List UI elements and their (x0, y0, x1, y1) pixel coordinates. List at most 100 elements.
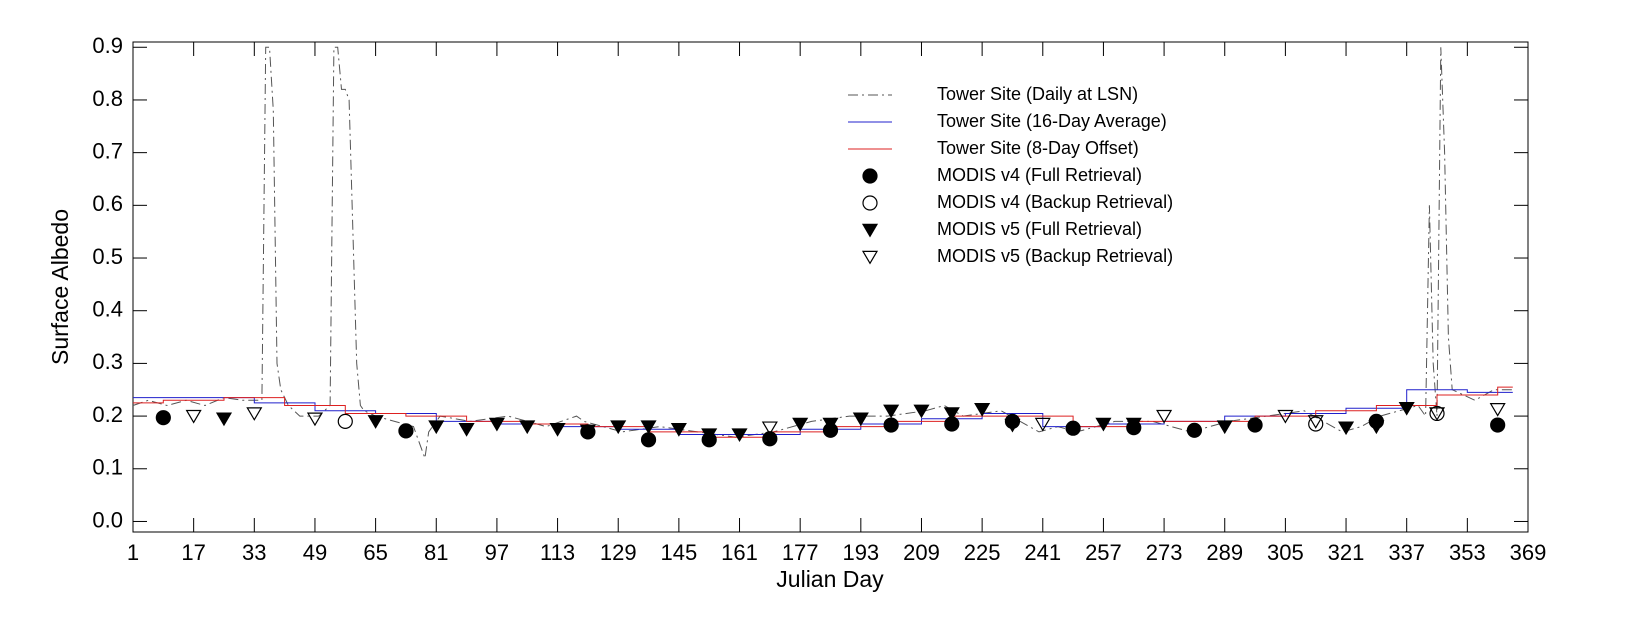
x-tick-label: 145 (661, 540, 698, 565)
legend-label: MODIS v4 (Backup Retrieval) (937, 192, 1173, 212)
x-tick-label: 129 (600, 540, 637, 565)
x-axis-label: Julian Day (776, 566, 884, 592)
marker (883, 404, 900, 419)
marker (1307, 415, 1324, 429)
y-tick-label: 0.7 (92, 138, 123, 163)
marker (640, 420, 657, 435)
x-tick-label: 353 (1449, 540, 1486, 565)
legend-label: Tower Site (Daily at LSN) (937, 84, 1138, 104)
x-tick-label: 161 (721, 540, 758, 565)
x-tick-label: 193 (842, 540, 879, 565)
x-tick-label: 369 (1510, 540, 1547, 565)
marker (428, 420, 445, 435)
y-tick-label: 0.6 (92, 191, 123, 216)
marker (610, 420, 627, 435)
legend-label: Tower Site (8-Day Offset) (937, 138, 1139, 158)
y-tick-label: 0.2 (92, 402, 123, 427)
x-tick-label: 177 (782, 540, 819, 565)
series-line (133, 386, 1513, 438)
marker (519, 420, 536, 435)
marker (701, 428, 718, 443)
x-tick-label: 289 (1206, 540, 1243, 565)
marker (670, 423, 687, 437)
x-tick-label: 113 (540, 540, 575, 565)
y-tick-label: 0.3 (92, 349, 123, 374)
marker (640, 432, 657, 448)
marker (306, 412, 324, 427)
marker (1216, 420, 1233, 435)
y-tick-label: 0.5 (92, 244, 123, 269)
marker (913, 404, 930, 419)
x-tick-label: 305 (1267, 540, 1304, 565)
y-tick-label: 0.0 (92, 507, 123, 532)
x-tick-label: 97 (485, 540, 509, 565)
x-tick-label: 257 (1085, 540, 1122, 565)
marker (1337, 421, 1355, 436)
legend-label: MODIS v5 (Backup Retrieval) (937, 246, 1173, 266)
legend-label: Tower Site (16-Day Average) (937, 111, 1167, 131)
series-line (132, 46, 1513, 459)
marker (1095, 417, 1112, 432)
x-tick-label: 337 (1388, 540, 1425, 565)
legend-symbol (861, 223, 879, 238)
marker (337, 413, 353, 429)
legend-symbol (861, 250, 879, 265)
marker (1065, 420, 1081, 436)
marker (549, 423, 566, 437)
marker (1277, 409, 1294, 424)
marker (822, 417, 839, 432)
x-tick-label: 1 (127, 540, 139, 565)
marker (1125, 417, 1142, 432)
marker (762, 431, 778, 447)
x-tick-label: 273 (1146, 540, 1183, 565)
marker (1247, 417, 1263, 433)
x-tick-label: 33 (242, 540, 266, 565)
marker (1489, 403, 1506, 417)
marker (367, 415, 384, 429)
x-tick-label: 81 (424, 540, 448, 565)
marker (458, 423, 475, 437)
plot-frame (132, 41, 1529, 533)
marker (1034, 417, 1051, 432)
y-tick-label: 0.1 (92, 455, 123, 480)
y-tick-label: 0.9 (92, 33, 123, 58)
x-tick-label: 65 (363, 540, 387, 565)
marker (1368, 420, 1385, 435)
marker (215, 412, 233, 427)
marker (1490, 417, 1506, 433)
legend-symbol (862, 168, 878, 184)
y-axis-label: Surface Albedo (47, 209, 73, 365)
marker (1428, 407, 1446, 421)
marker (731, 428, 748, 443)
x-tick-label: 49 (303, 540, 327, 565)
x-tick-label: 241 (1024, 540, 1061, 565)
marker (1004, 418, 1021, 433)
y-tick-label: 0.4 (92, 297, 123, 322)
marker (1186, 422, 1203, 438)
marker (974, 403, 991, 417)
marker (943, 407, 960, 421)
series-line (133, 389, 1513, 435)
marker (155, 410, 171, 426)
marker (852, 412, 869, 427)
marker (488, 417, 505, 432)
marker (398, 423, 414, 439)
x-tick-label: 225 (964, 540, 1001, 565)
legend-label: MODIS v5 (Full Retrieval) (937, 219, 1142, 239)
x-tick-label: 209 (903, 540, 940, 565)
marker (883, 417, 899, 433)
legend-symbol (862, 195, 878, 211)
marker (761, 421, 778, 436)
marker (1398, 401, 1415, 416)
x-tick-label: 321 (1328, 540, 1365, 565)
x-tick-label: 17 (181, 540, 205, 565)
marker (185, 409, 202, 424)
marker (1156, 409, 1173, 424)
marker (1308, 416, 1324, 432)
marker (579, 424, 596, 439)
y-tick-label: 0.8 (92, 86, 123, 111)
marker (792, 417, 809, 432)
legend-label: MODIS v4 (Full Retrieval) (937, 165, 1142, 185)
marker (246, 407, 263, 421)
